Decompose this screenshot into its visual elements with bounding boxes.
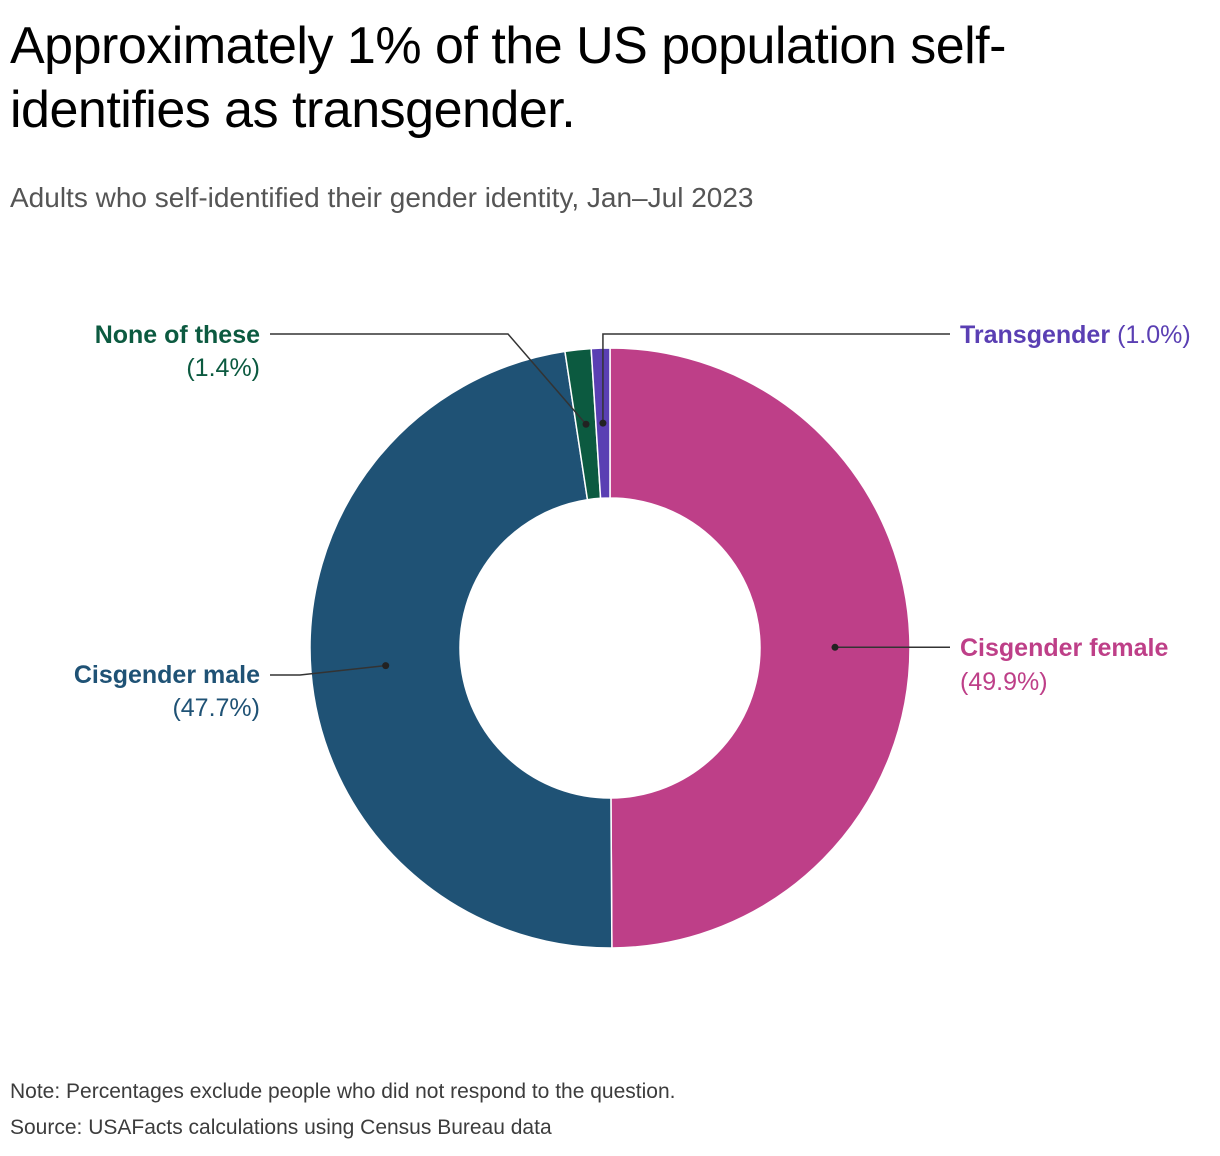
leader-dot-cisgender-male [382, 662, 390, 670]
source-note: Source: USAFacts calculations using Cens… [10, 1116, 552, 1139]
leader-dot-transgender [599, 419, 607, 427]
leader-dot-none-of-these [582, 420, 590, 428]
label-cisgender-male-name: Cisgender male [74, 661, 260, 689]
leader-dot-cisgender-female [831, 643, 839, 651]
label-none-of-these-name: None of these [95, 321, 260, 349]
footnote: Note: Percentages exclude people who did… [10, 1080, 676, 1103]
chart-title: Approximately 1% of the US population se… [10, 17, 1006, 139]
leader-line-transgender [602, 333, 950, 424]
label-cisgender-male-value: (47.7%) [172, 694, 260, 722]
leader-line-cisgender-male [270, 664, 386, 676]
label-cisgender-female-value: (49.9%) [960, 668, 1048, 696]
slice-cisgender-male [309, 350, 613, 949]
label-cisgender-female-name: Cisgender female [960, 634, 1169, 662]
label-none-of-these-value: (1.4%) [186, 354, 260, 382]
label-transgender-name: Transgender [960, 321, 1110, 349]
label-transgender-value: (1.0%) [1117, 321, 1191, 349]
slice-cisgender-female [609, 347, 911, 949]
donut-slices [309, 347, 911, 949]
leader-lines [270, 333, 950, 676]
chart-subtitle: Adults who self-identified their gender … [10, 182, 754, 213]
leader-line-none-of-these [270, 333, 587, 425]
label-transgender: Transgender (1.0%) [960, 321, 1191, 349]
